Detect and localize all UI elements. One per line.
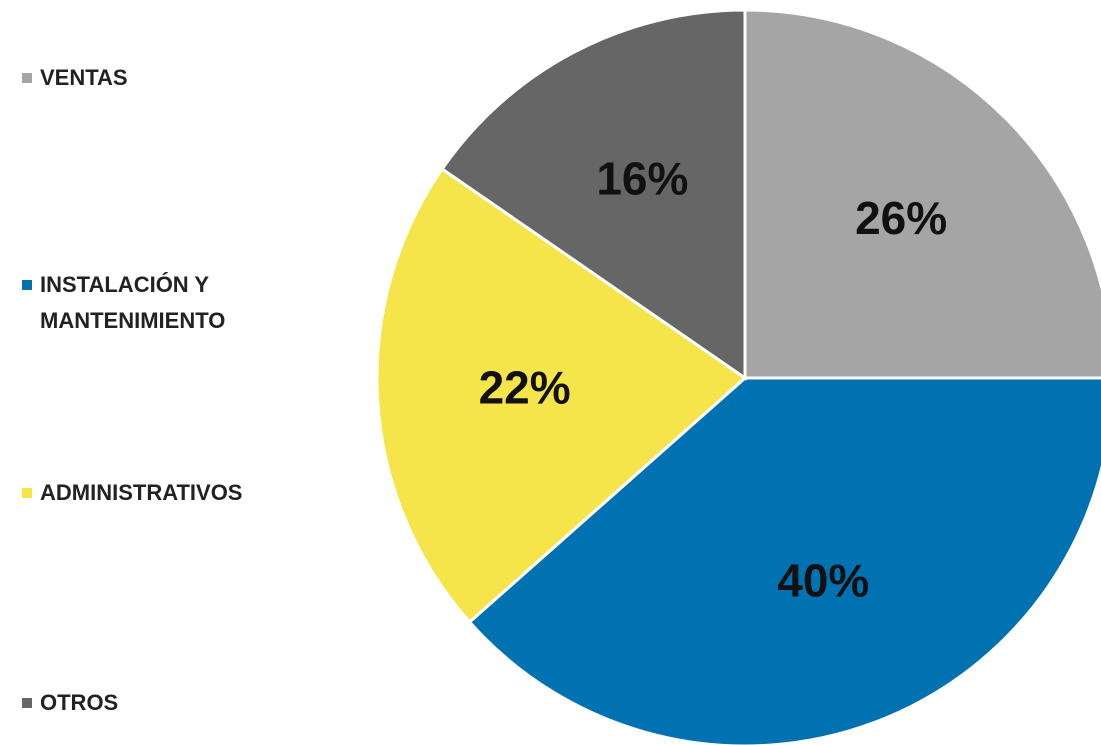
legend-item: VENTAS (22, 60, 312, 96)
pie-slice (440, 8, 747, 381)
legend-label: ADMINISTRATIVOS (40, 480, 243, 505)
legend-label: OTROS (40, 690, 119, 715)
value-label: 22% (479, 361, 571, 413)
legend-swatch (22, 488, 32, 498)
value-label: 40% (777, 555, 869, 607)
pie-slice (375, 166, 748, 625)
legend-label: VENTAS (40, 65, 128, 90)
legend-swatch (22, 73, 32, 83)
value-label: 16% (596, 153, 688, 205)
legend-label: INSTALACIÓN Y MANTENIMIENTO (40, 272, 226, 333)
legend-item: OTROS (22, 685, 312, 721)
pie-slice (743, 8, 1101, 380)
legend-item: ADMINISTRATIVOS (22, 475, 312, 511)
value-label: 26% (855, 192, 947, 244)
legend-item: INSTALACIÓN Y MANTENIMIENTO (22, 267, 312, 339)
pie-slice (467, 376, 1101, 745)
legend-swatch (22, 698, 32, 708)
legend-swatch (22, 280, 32, 290)
